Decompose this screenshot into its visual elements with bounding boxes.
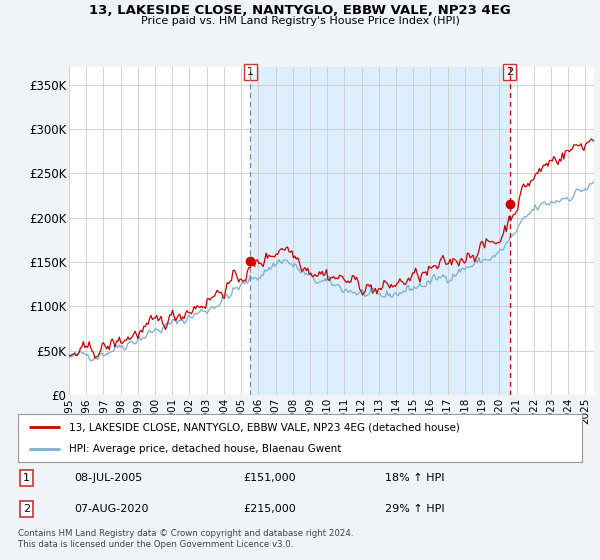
Text: 2: 2 [23, 504, 30, 514]
Text: 13, LAKESIDE CLOSE, NANTYGLO, EBBW VALE, NP23 4EG: 13, LAKESIDE CLOSE, NANTYGLO, EBBW VALE,… [89, 4, 511, 17]
Text: £151,000: £151,000 [244, 473, 296, 483]
Text: 13, LAKESIDE CLOSE, NANTYGLO, EBBW VALE, NP23 4EG (detached house): 13, LAKESIDE CLOSE, NANTYGLO, EBBW VALE,… [69, 422, 460, 432]
Text: Price paid vs. HM Land Registry's House Price Index (HPI): Price paid vs. HM Land Registry's House … [140, 16, 460, 26]
Text: 07-AUG-2020: 07-AUG-2020 [74, 504, 149, 514]
Text: 29% ↑ HPI: 29% ↑ HPI [385, 504, 444, 514]
Text: Contains HM Land Registry data © Crown copyright and database right 2024.
This d: Contains HM Land Registry data © Crown c… [18, 529, 353, 549]
Text: HPI: Average price, detached house, Blaenau Gwent: HPI: Average price, detached house, Blae… [69, 444, 341, 454]
Text: 18% ↑ HPI: 18% ↑ HPI [385, 473, 444, 483]
Text: 1: 1 [23, 473, 30, 483]
Text: 2: 2 [506, 67, 513, 77]
Text: 08-JUL-2005: 08-JUL-2005 [74, 473, 143, 483]
Text: £215,000: £215,000 [244, 504, 296, 514]
Text: 1: 1 [247, 67, 254, 77]
Bar [250, 67, 509, 395]
